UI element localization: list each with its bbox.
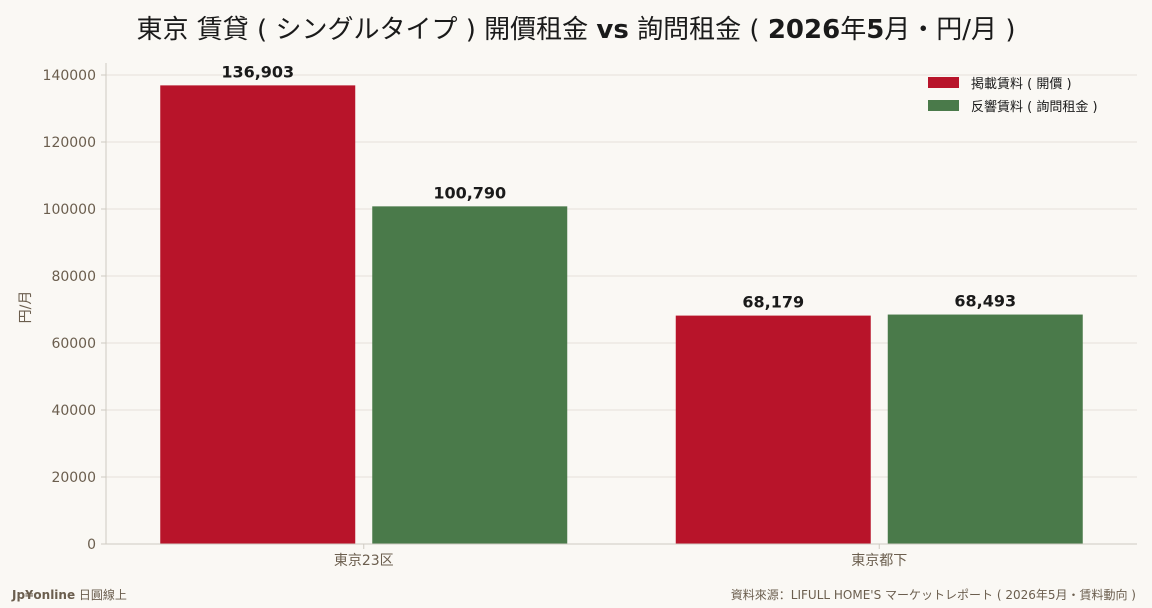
legend-label: 反響賃料 ( 詢問租金 ) <box>971 99 1098 115</box>
title-prefix: 東京 賃貸 ( シングルタイプ ) 開價租金 <box>137 15 597 45</box>
title-suffix: 月・円/月 ) <box>884 15 1015 45</box>
title-month: 5 <box>866 15 884 45</box>
title-year-unit: 年 <box>840 15 866 45</box>
bar <box>887 314 1083 544</box>
y-tick-label: 140000 <box>43 68 96 84</box>
footer-source: 資料來源：LIFULL HOME'S マーケットレポート ( 2026年5月・賃… <box>731 587 1136 602</box>
legend-label: 掲載賃料 ( 開價 ) <box>971 76 1072 92</box>
title-vs: vs <box>596 15 628 45</box>
legend: 掲載賃料 ( 開價 ) 反響賃料 ( 詢問租金 ) <box>928 76 1098 115</box>
chart-title: 東京 賃貸 ( シングルタイプ ) 開價租金 vs 詢問租金 ( 2026年5月… <box>137 15 1016 45</box>
data-label: 68,179 <box>742 293 804 312</box>
y-tick-label: 120000 <box>43 135 96 151</box>
data-label: 100,790 <box>433 183 506 202</box>
footer-brand-suffix: 日圓線上 <box>75 587 127 602</box>
footer-brand: Jp¥online 日圓線上 <box>11 587 127 602</box>
x-tick-label: 東京23区 <box>334 553 394 569</box>
title-middle: 詢問租金 ( <box>629 15 768 45</box>
title-year: 2026 <box>768 15 840 45</box>
data-labels: 136,903 100,790 68,179 68,493 <box>221 62 1016 311</box>
data-label: 136,903 <box>221 62 294 81</box>
y-tick-label: 80000 <box>51 269 96 285</box>
y-tick-label: 100000 <box>43 202 96 218</box>
legend-swatch <box>928 100 959 111</box>
bar <box>160 85 356 545</box>
legend-swatch <box>928 77 959 88</box>
data-label: 68,493 <box>954 292 1016 311</box>
x-tick-label: 東京都下 <box>851 553 907 569</box>
bars <box>160 85 1083 545</box>
bar <box>675 315 871 544</box>
y-tick-label: 20000 <box>51 470 96 486</box>
axes: 0 20000 40000 60000 80000 100000 120000 140000 東… <box>43 63 1137 569</box>
y-tick-label: 0 <box>87 537 96 553</box>
bar <box>372 206 568 544</box>
y-tick-label: 60000 <box>51 336 96 352</box>
y-tick-label: 40000 <box>51 403 96 419</box>
y-axis-title: 円/月 <box>18 291 34 324</box>
footer-brand-name: Jp¥online <box>11 588 75 602</box>
